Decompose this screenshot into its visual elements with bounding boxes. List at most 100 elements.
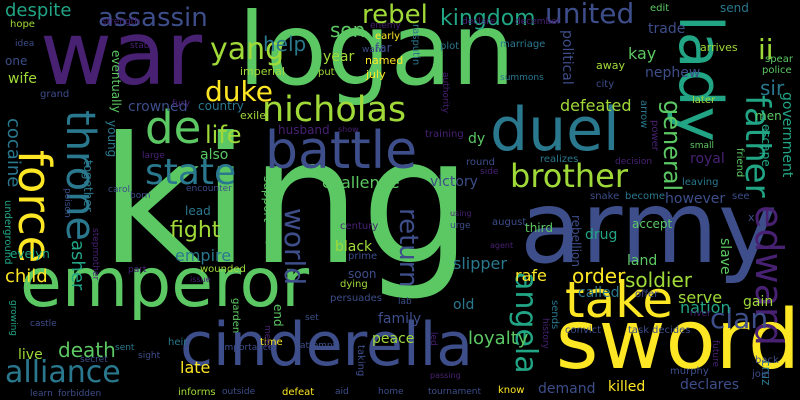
word-outside: outside — [222, 387, 256, 397]
word-marriage: marriage — [500, 39, 546, 50]
word-using: using — [450, 209, 472, 218]
word-carol: carol — [108, 185, 130, 195]
word-police: police — [762, 65, 792, 76]
word-trade: trade — [648, 21, 686, 37]
word-garden: garden — [230, 298, 241, 334]
word-river: river — [690, 309, 711, 319]
word-learn: learn — [30, 389, 53, 399]
word-poison: poison — [62, 188, 72, 218]
word-decision: decision — [615, 157, 653, 167]
word-country: country — [198, 99, 244, 113]
word-cinderella: cinderella — [180, 310, 474, 380]
word-castle: castle — [30, 319, 57, 329]
word-nephew: nephew — [645, 65, 701, 81]
word-snake: snake — [590, 191, 620, 202]
word-peace: peace — [372, 331, 415, 347]
word-take: take — [565, 271, 674, 329]
word-lady: lady — [665, 15, 735, 143]
word-future: future — [710, 340, 720, 368]
word-offer: offer — [635, 289, 659, 300]
word-throne: throne — [57, 110, 103, 242]
word-angela: angela — [508, 272, 543, 374]
word-small: small — [690, 141, 714, 151]
word-realizes: realizes — [540, 154, 579, 165]
word-political: political — [559, 30, 575, 85]
word-kingdom: kingdom — [440, 6, 536, 31]
word-plot: plot — [440, 41, 460, 52]
word-led: led — [428, 332, 438, 346]
word-large: large — [142, 151, 165, 161]
word-also: also — [200, 147, 229, 163]
word-soldier: soldier — [625, 268, 692, 292]
word-tournament: tournament — [428, 387, 482, 397]
word-clan: clan — [710, 302, 769, 335]
word-passing: passing — [430, 371, 461, 380]
word-forbidden: forbidden — [58, 389, 102, 399]
word-growing: growing — [8, 300, 18, 336]
word-leaving: leaving — [682, 177, 719, 188]
word-order: order — [572, 264, 626, 288]
word-evelyn: evelyn — [10, 247, 50, 261]
word-son: son — [330, 18, 366, 42]
word-informs: informs — [178, 387, 216, 398]
word-city: city — [596, 79, 615, 90]
word-gain: gain — [743, 294, 774, 310]
word-death: death — [58, 338, 116, 362]
word-born: born — [130, 191, 151, 201]
word-wounded: wounded — [200, 264, 246, 275]
word-back: back — [755, 355, 779, 366]
word-victory: victory — [430, 174, 478, 190]
word-together: together — [81, 160, 95, 212]
word-december: december — [515, 17, 561, 27]
word-life: life — [205, 121, 242, 149]
word-dy: dy — [468, 131, 486, 147]
word-defeat: defeat — [282, 387, 315, 398]
word-authority: authority — [440, 72, 450, 114]
word-see: see — [732, 191, 750, 202]
word-strength: strength — [102, 17, 140, 27]
word-show: show — [338, 125, 359, 134]
word-fury: fury — [172, 99, 190, 109]
word-named: named — [365, 54, 404, 67]
word-hope: hope — [10, 19, 35, 30]
word-however: however — [665, 191, 726, 207]
word-third: third — [525, 221, 553, 235]
word-men: men — [755, 109, 782, 123]
word-despite: despite — [5, 0, 72, 21]
word-fight: fight — [170, 218, 221, 243]
word-king: king — [100, 101, 472, 304]
word-child: child — [5, 266, 48, 287]
word-join: join — [752, 369, 771, 380]
word-wife: wife — [8, 71, 37, 87]
word-power: power — [649, 120, 660, 151]
word-rafe: rafe — [515, 266, 547, 285]
word-year: year — [323, 49, 355, 65]
word-aid: aid — [335, 387, 349, 397]
word-enemy: enemy — [370, 21, 401, 31]
word-rasputin: rasputin — [410, 24, 421, 66]
word-side: side — [480, 167, 499, 177]
word-edit: edit — [650, 3, 670, 14]
word-friend: friend — [734, 148, 745, 178]
word-arrow: arrow — [638, 100, 649, 129]
word-sent: sent — [115, 343, 135, 353]
word-lab: lab — [398, 297, 412, 307]
word-grand: grand — [40, 89, 70, 100]
word-loyalty: loyalty — [468, 328, 529, 349]
word-stepmother: stepmother — [90, 228, 100, 281]
word-family: family — [378, 311, 422, 327]
word-august: august — [492, 217, 527, 228]
word-battle: battle — [265, 121, 418, 181]
word-idea: idea — [15, 39, 35, 49]
word-declares: declares — [680, 377, 740, 393]
word-taking: taking — [355, 345, 366, 377]
word-training: training — [425, 129, 464, 140]
word-murphy: murphy — [670, 366, 709, 377]
word-urge: urge — [450, 221, 471, 231]
word-away: away — [596, 59, 625, 72]
word-government: government — [779, 92, 795, 178]
word-defeated: defeated — [560, 96, 632, 115]
word-want: want — [362, 45, 385, 55]
word-return: return — [393, 208, 423, 288]
word-escape: escape — [759, 124, 773, 167]
